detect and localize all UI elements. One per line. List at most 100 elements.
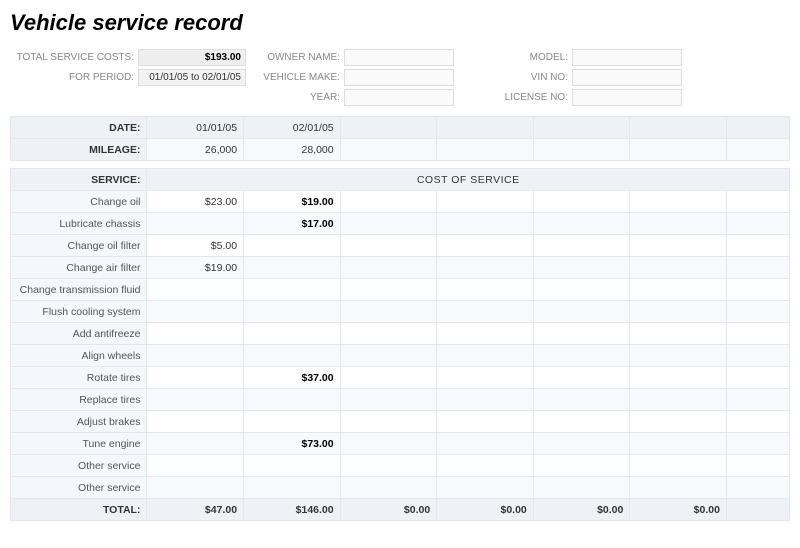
date-cell[interactable] <box>533 117 630 139</box>
cost-cell[interactable] <box>533 301 630 323</box>
mileage-cell[interactable] <box>630 139 727 161</box>
cost-cell[interactable] <box>147 345 244 367</box>
cost-cell[interactable] <box>437 367 534 389</box>
cost-cell[interactable] <box>437 257 534 279</box>
cost-cell[interactable] <box>340 411 437 433</box>
cost-cell[interactable] <box>340 191 437 213</box>
date-cell[interactable] <box>726 117 789 139</box>
cost-cell[interactable] <box>726 389 789 411</box>
cost-cell[interactable] <box>340 301 437 323</box>
cost-cell[interactable]: $73.00 <box>244 433 341 455</box>
cost-cell[interactable]: $19.00 <box>147 257 244 279</box>
cost-cell[interactable] <box>340 257 437 279</box>
cost-cell[interactable] <box>437 345 534 367</box>
cost-cell[interactable] <box>726 235 789 257</box>
cost-cell[interactable] <box>630 389 727 411</box>
cost-cell[interactable] <box>726 433 789 455</box>
cost-cell[interactable] <box>340 433 437 455</box>
cost-cell[interactable] <box>630 213 727 235</box>
cost-cell[interactable] <box>533 235 630 257</box>
cost-cell[interactable] <box>244 455 341 477</box>
cost-cell[interactable] <box>147 389 244 411</box>
cost-cell[interactable] <box>630 433 727 455</box>
vin-field[interactable] <box>572 69 682 86</box>
cost-cell[interactable] <box>244 279 341 301</box>
cost-cell[interactable] <box>244 345 341 367</box>
cost-cell[interactable]: $5.00 <box>147 235 244 257</box>
cost-cell[interactable] <box>340 367 437 389</box>
cost-cell[interactable] <box>340 235 437 257</box>
cost-cell[interactable] <box>630 323 727 345</box>
cost-cell[interactable] <box>437 389 534 411</box>
cost-cell[interactable] <box>340 213 437 235</box>
cost-cell[interactable] <box>726 301 789 323</box>
cost-cell[interactable] <box>147 433 244 455</box>
date-cell[interactable] <box>437 117 534 139</box>
cost-cell[interactable] <box>533 455 630 477</box>
date-cell[interactable]: 02/01/05 <box>244 117 341 139</box>
cost-cell[interactable] <box>533 433 630 455</box>
cost-cell[interactable] <box>726 323 789 345</box>
cost-cell[interactable] <box>726 455 789 477</box>
date-cell[interactable] <box>630 117 727 139</box>
cost-cell[interactable] <box>437 235 534 257</box>
mileage-cell[interactable] <box>437 139 534 161</box>
cost-cell[interactable] <box>147 477 244 499</box>
date-cell[interactable] <box>340 117 437 139</box>
cost-cell[interactable] <box>533 213 630 235</box>
cost-cell[interactable]: $23.00 <box>147 191 244 213</box>
cost-cell[interactable] <box>630 235 727 257</box>
cost-cell[interactable] <box>437 213 534 235</box>
cost-cell[interactable] <box>147 301 244 323</box>
cost-cell[interactable] <box>726 345 789 367</box>
cost-cell[interactable] <box>726 279 789 301</box>
cost-cell[interactable] <box>533 323 630 345</box>
cost-cell[interactable] <box>340 389 437 411</box>
cost-cell[interactable] <box>437 411 534 433</box>
cost-cell[interactable] <box>340 323 437 345</box>
cost-cell[interactable] <box>437 191 534 213</box>
owner-name-field[interactable] <box>344 49 454 66</box>
mileage-cell[interactable] <box>340 139 437 161</box>
cost-cell[interactable] <box>630 411 727 433</box>
cost-cell[interactable] <box>533 411 630 433</box>
cost-cell[interactable] <box>533 477 630 499</box>
cost-cell[interactable] <box>147 411 244 433</box>
year-field[interactable] <box>344 89 454 106</box>
cost-cell[interactable] <box>533 279 630 301</box>
cost-cell[interactable] <box>726 411 789 433</box>
mileage-cell[interactable]: 28,000 <box>244 139 341 161</box>
cost-cell[interactable] <box>630 191 727 213</box>
cost-cell[interactable] <box>630 477 727 499</box>
cost-cell[interactable] <box>726 257 789 279</box>
license-field[interactable] <box>572 89 682 106</box>
cost-cell[interactable] <box>244 257 341 279</box>
cost-cell[interactable] <box>533 191 630 213</box>
cost-cell[interactable] <box>244 323 341 345</box>
cost-cell[interactable] <box>437 301 534 323</box>
cost-cell[interactable] <box>437 323 534 345</box>
cost-cell[interactable] <box>340 477 437 499</box>
vehicle-make-field[interactable] <box>344 69 454 86</box>
cost-cell[interactable] <box>244 477 341 499</box>
cost-cell[interactable] <box>437 433 534 455</box>
cost-cell[interactable] <box>630 367 727 389</box>
cost-cell[interactable] <box>726 367 789 389</box>
cost-cell[interactable] <box>726 477 789 499</box>
model-field[interactable] <box>572 49 682 66</box>
cost-cell[interactable] <box>437 279 534 301</box>
cost-cell[interactable]: $37.00 <box>244 367 341 389</box>
cost-cell[interactable] <box>147 323 244 345</box>
cost-cell[interactable]: $19.00 <box>244 191 341 213</box>
cost-cell[interactable] <box>147 367 244 389</box>
cost-cell[interactable] <box>630 279 727 301</box>
cost-cell[interactable] <box>630 257 727 279</box>
cost-cell[interactable] <box>533 345 630 367</box>
cost-cell[interactable] <box>147 213 244 235</box>
cost-cell[interactable] <box>340 455 437 477</box>
cost-cell[interactable] <box>533 367 630 389</box>
cost-cell[interactable]: $17.00 <box>244 213 341 235</box>
mileage-cell[interactable] <box>726 139 789 161</box>
cost-cell[interactable] <box>147 455 244 477</box>
cost-cell[interactable] <box>630 455 727 477</box>
